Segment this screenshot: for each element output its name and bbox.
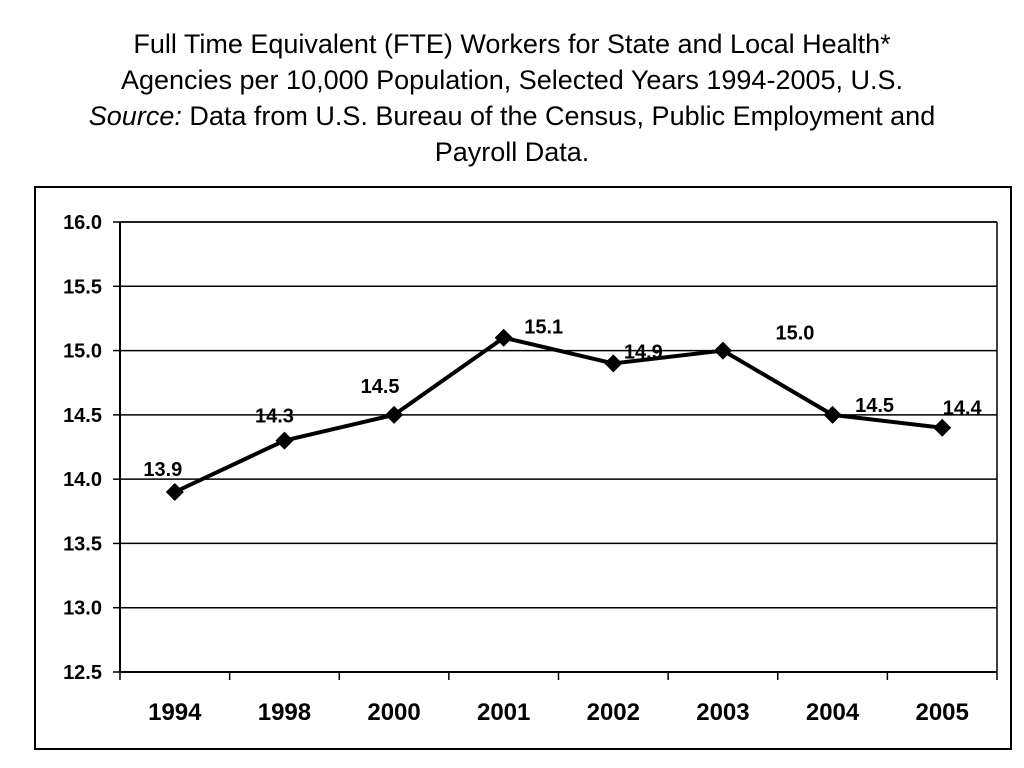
x-tick-label: 2002	[587, 699, 640, 726]
y-tick-label: 14.0	[63, 469, 102, 491]
chart-frame	[34, 186, 1012, 750]
x-tick-label: 1998	[258, 699, 311, 726]
y-tick-label: 16.0	[63, 212, 102, 234]
data-point-marker	[494, 328, 513, 347]
data-point-marker	[713, 341, 732, 360]
data-label: 14.5	[361, 376, 400, 398]
title-line-4: Payroll Data.	[434, 137, 590, 167]
x-tick-label: 2000	[367, 699, 420, 726]
y-tick-label: 14.5	[63, 405, 102, 427]
data-point-marker	[165, 483, 184, 501]
data-point-marker	[385, 405, 404, 424]
source-label: Source:	[88, 101, 182, 131]
data-label: 15.0	[775, 323, 814, 345]
data-label: 14.5	[855, 395, 894, 417]
y-tick-label: 15.0	[63, 341, 102, 363]
x-tick-label: 2005	[915, 699, 968, 726]
data-label: 13.9	[143, 459, 182, 481]
data-label: 14.9	[624, 341, 663, 363]
y-tick-label: 13.0	[63, 598, 102, 620]
data-label: 15.1	[524, 317, 563, 339]
data-point-marker	[604, 354, 623, 373]
title-line-2: Agencies per 10,000 Population, Selected…	[120, 65, 904, 95]
y-tick-label: 13.5	[63, 533, 102, 555]
data-label: 14.3	[255, 406, 294, 428]
y-tick-label: 12.5	[63, 662, 102, 684]
data-point-marker	[823, 405, 842, 424]
x-tick-label: 2003	[696, 699, 749, 726]
source-text: Data from U.S. Bureau of the Census, Pub…	[181, 101, 936, 131]
series-line	[173, 335, 943, 494]
chart-title: Full Time Equivalent (FTE) Workers for S…	[0, 26, 1024, 170]
x-tick-label: 2004	[806, 699, 860, 726]
x-tick-label: 2001	[477, 699, 530, 726]
y-tick-label: 15.5	[63, 276, 102, 298]
data-point-marker	[933, 418, 952, 437]
title-line-1: Full Time Equivalent (FTE) Workers for S…	[133, 29, 891, 59]
data-label: 14.4	[943, 398, 983, 420]
data-point-marker	[275, 431, 294, 450]
x-tick-label: 1994	[148, 699, 202, 726]
title-line-3: Source: Data from U.S. Bureau of the Cen…	[0, 98, 1024, 134]
